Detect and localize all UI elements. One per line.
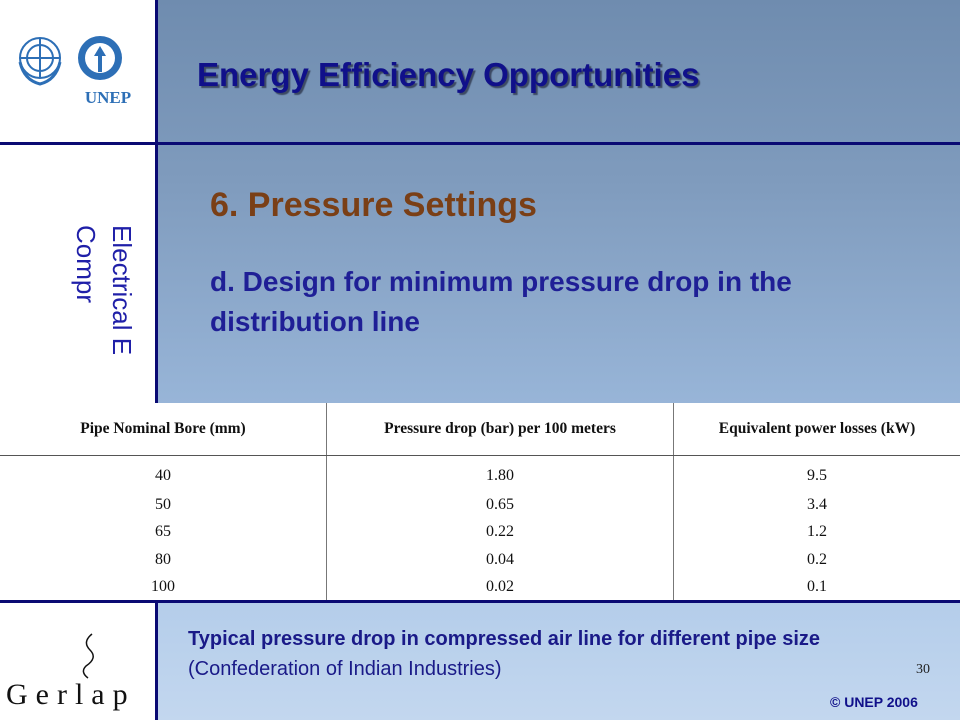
table-bottom-border	[0, 600, 960, 603]
table-row: 40 1.80 9.5	[0, 455, 960, 491]
table-caption: Typical pressure drop in compressed air …	[188, 624, 888, 684]
table-row: 65 0.22 1.2	[0, 518, 960, 546]
table-cell: 9.5	[807, 467, 827, 485]
sidebar-vertical-line1: Electrical E	[107, 225, 137, 356]
sidebar-vertical-title: Electrical E Compr	[40, 225, 140, 405]
sidebar-vertical-line2: Compr	[71, 225, 101, 304]
caption-source: (Confederation of Indian Industries)	[188, 658, 502, 680]
page-number: 30	[916, 662, 930, 677]
table-cell: 65	[0, 518, 327, 546]
table-cell: 0.22	[326, 518, 674, 546]
table-cell: 100	[0, 573, 327, 601]
table-cell: 1.2	[807, 523, 827, 541]
table-row: 100 0.02 0.1	[0, 573, 960, 601]
caption-bold: Typical pressure drop in compressed air …	[188, 628, 821, 650]
un-emblem-icon	[18, 37, 62, 86]
table-cell: 50	[0, 490, 327, 519]
slide-title: Energy Efficiency Opportunities	[197, 56, 700, 93]
table-header-cell: Pipe Nominal Bore (mm)	[0, 403, 327, 456]
table-cell: 3.4	[807, 495, 827, 513]
table-cell: 0.1	[807, 578, 827, 596]
section-subheading: d. Design for minimum pressure drop in t…	[210, 266, 792, 337]
table-cell: 0.02	[326, 573, 674, 601]
header-divider	[0, 142, 960, 145]
section-heading: 6. Pressure Settings	[210, 186, 537, 224]
table-cell: 40	[0, 455, 327, 491]
table-header-cell: Pressure drop (bar) per 100 meters	[326, 403, 674, 456]
pressure-drop-table: Pipe Nominal Bore (mm) Pressure drop (ba…	[0, 403, 960, 601]
table-cell: 0.04	[326, 545, 674, 574]
gerlap-logo: Gerlap	[6, 678, 136, 711]
unep-logo	[14, 22, 144, 130]
vertical-divider	[155, 0, 158, 720]
gerlap-swirl-icon	[82, 633, 94, 679]
unep-logo-text: UNEP	[84, 88, 132, 107]
table-cell: 80	[0, 545, 327, 574]
table-cell: 0.65	[326, 490, 674, 519]
table-row: 50 0.65 3.4	[0, 490, 960, 519]
unep-emblem-icon	[78, 36, 122, 80]
copyright: © UNEP 2006	[830, 694, 918, 710]
table-cell: 0.2	[807, 550, 827, 568]
table-row: 80 0.04 0.2	[0, 545, 960, 574]
slide-background	[158, 0, 960, 720]
table-header-row: Pipe Nominal Bore (mm) Pressure drop (ba…	[0, 403, 960, 456]
table-cell: 1.80	[326, 455, 674, 491]
table-header-cell: Equivalent power losses (kW)	[673, 403, 960, 456]
